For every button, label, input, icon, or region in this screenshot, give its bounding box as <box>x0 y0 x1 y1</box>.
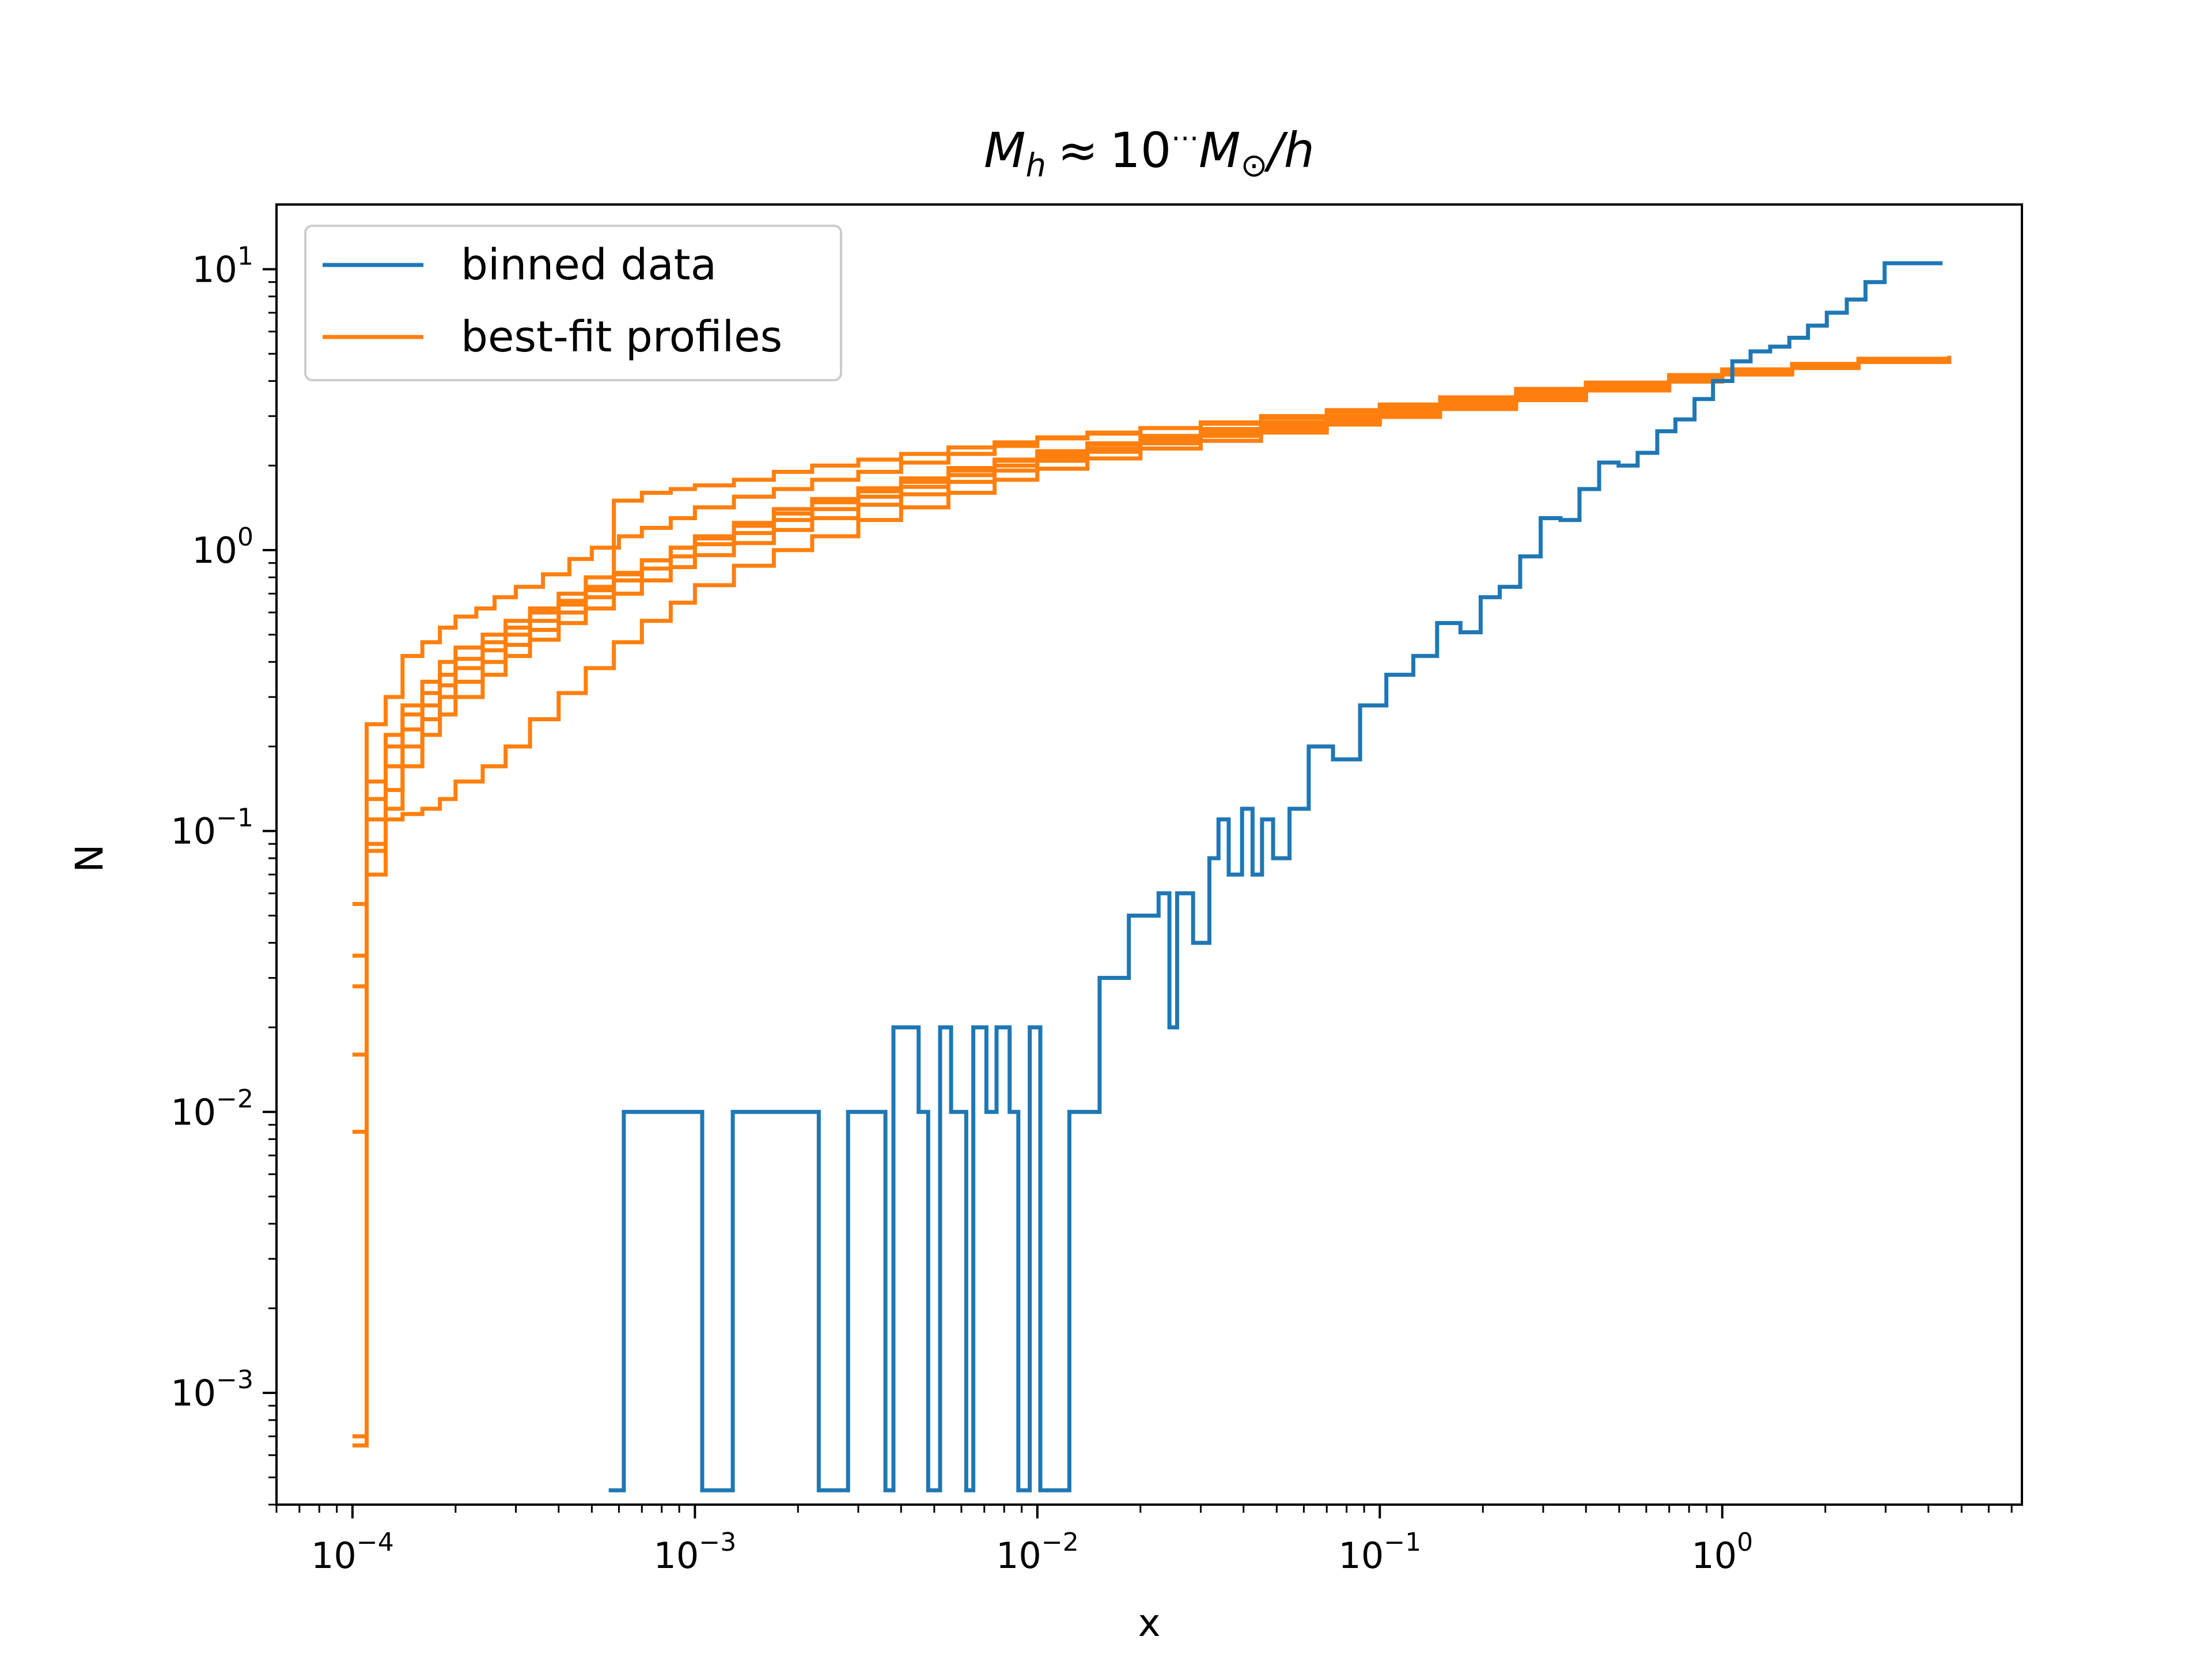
y-tick-exponent: −2 <box>216 1084 253 1113</box>
y-tick-label: 100 <box>192 522 253 571</box>
legend-box <box>304 225 842 381</box>
x-tick-base: 10 <box>311 1535 357 1577</box>
y-tick-exponent: 0 <box>237 522 253 552</box>
best-fit-profile-line-7 <box>352 355 1952 1448</box>
x-tick-label: 10−2 <box>996 1528 1079 1577</box>
y-axis-label: N <box>67 844 112 872</box>
title-ten: 10 <box>1109 122 1171 179</box>
y-tick-label: 10−3 <box>171 1365 253 1414</box>
y-tick-base: 10 <box>171 810 216 853</box>
title-msun: M <box>1199 122 1240 179</box>
x-tick-exponent: −4 <box>357 1528 394 1557</box>
plot-series <box>352 261 1952 1493</box>
legend-label-binned-data: binned data <box>461 240 717 290</box>
title-h-sub: h <box>1026 147 1047 184</box>
title-slash-h: /h <box>1263 122 1315 179</box>
y-tick-label: 10−1 <box>171 804 253 853</box>
legend: binned data best-fit profiles <box>304 225 842 381</box>
title-m: M <box>984 122 1025 179</box>
x-tick-exponent: −1 <box>1384 1528 1421 1557</box>
title-approx: ≈ <box>1058 122 1098 179</box>
y-tick-base: 10 <box>171 1091 216 1133</box>
legend-label-best-fit-profiles: best-fit profiles <box>461 312 782 362</box>
x-tick-exponent: −2 <box>1041 1528 1079 1557</box>
y-tick-base: 10 <box>192 529 237 571</box>
x-tick-label: 10−3 <box>653 1528 736 1577</box>
x-tick-label: 100 <box>1691 1528 1753 1577</box>
axes-frame <box>275 203 2023 1506</box>
x-tick-base: 10 <box>1338 1535 1384 1577</box>
y-tick-base: 10 <box>171 1372 216 1414</box>
x-tick-exponent: 0 <box>1737 1528 1753 1557</box>
y-tick-exponent: 1 <box>237 241 253 271</box>
y-tick-exponent: −1 <box>216 804 253 833</box>
title-sun-sub: ⊙ <box>1240 147 1267 184</box>
chart-title: Mh ≈10···M⊙/h <box>984 122 1315 184</box>
x-axis-label: x <box>1138 1601 1160 1645</box>
y-tick-base: 10 <box>192 248 237 290</box>
title-dots: ··· <box>1171 122 1199 156</box>
y-tick-label: 101 <box>192 241 253 290</box>
x-tick-exponent: −3 <box>699 1528 736 1557</box>
x-tick-label: 10−4 <box>311 1528 394 1577</box>
x-tick-base: 10 <box>996 1535 1041 1577</box>
x-tick-base: 10 <box>653 1535 699 1577</box>
binned-data-line <box>608 261 1943 1493</box>
x-tick-base: 10 <box>1691 1535 1737 1577</box>
y-tick-exponent: −3 <box>216 1365 253 1395</box>
y-tick-label: 10−2 <box>171 1084 253 1133</box>
x-tick-label: 10−1 <box>1338 1528 1421 1577</box>
x-axis-ticks: 10−4 10−3 10−2 10−1 100 <box>275 1505 2013 1577</box>
